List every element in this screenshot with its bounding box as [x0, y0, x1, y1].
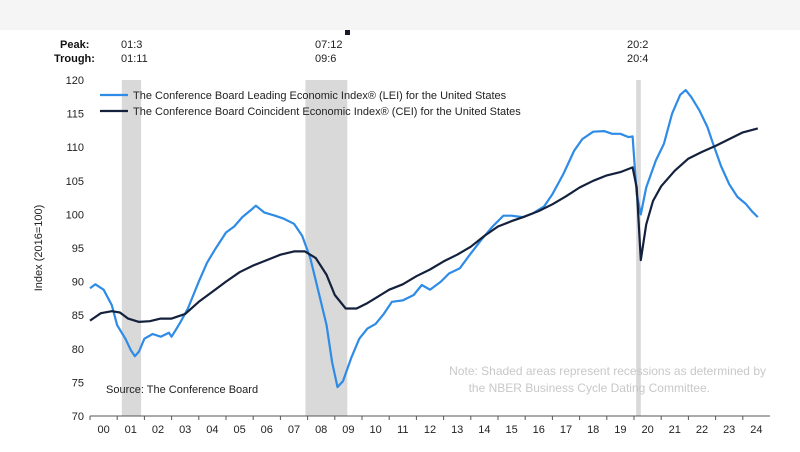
- x-tick-label: 09: [342, 424, 354, 436]
- y-ticks: 70 75 80 85 90 95 100 105 110 115 120: [66, 75, 84, 423]
- x-tick-label: 02: [152, 424, 164, 436]
- y-tick-label: 90: [72, 277, 84, 289]
- note-line-2: the NBER Business Cycle Dating Committee…: [469, 381, 710, 395]
- x-tick-label: 16: [533, 424, 545, 436]
- x-tick-label: 11: [397, 424, 408, 436]
- x-tick-label: 03: [179, 424, 191, 436]
- x-tick-label: 10: [369, 424, 381, 436]
- x-tick-label: 21: [669, 424, 681, 436]
- y-axis-title: Index (2016=100): [33, 205, 45, 292]
- x-tick-label: 18: [587, 424, 599, 436]
- peak-date-1: 01:3: [121, 39, 142, 51]
- recession-band-3: [636, 80, 641, 416]
- x-tick-label: 13: [451, 424, 463, 436]
- x-tick-label: 20: [641, 424, 653, 436]
- y-tick-label: 95: [72, 243, 84, 255]
- x-tick-label: 05: [233, 424, 245, 436]
- series: [89, 89, 759, 389]
- x-tick-label: 19: [614, 424, 626, 436]
- top-band: [0, 0, 800, 30]
- x-tick-label: 07: [288, 424, 300, 436]
- legend: The Conference Board Leading Economic In…: [100, 90, 521, 118]
- y-tick-label: 115: [66, 109, 84, 121]
- x-ticks: 00 01 02 03 04 05 06 07 08 09 10 11 12 13 14 15 16 17 18 19…: [89, 416, 763, 436]
- y-tick-label: 105: [66, 176, 84, 188]
- y-tick-label: 70: [72, 411, 84, 423]
- trough-date-1: 01:11: [121, 53, 148, 65]
- top-marker: [345, 30, 350, 35]
- recession-band-1: [121, 80, 142, 416]
- trough-header: Trough:: [54, 53, 95, 65]
- source-label: Source: The Conference Board: [106, 384, 258, 396]
- peak-date-2: 07:12: [315, 39, 343, 51]
- x-tick-label: 00: [97, 424, 109, 436]
- x-tick-label: 14: [478, 424, 490, 436]
- y-tick-label: 85: [72, 310, 84, 322]
- y-tick-label: 120: [66, 75, 84, 87]
- peak-header: Peak:: [60, 39, 89, 51]
- x-tick-label: 15: [505, 424, 517, 436]
- y-tick-label: 110: [66, 142, 84, 154]
- x-tick-label: 12: [424, 424, 436, 436]
- series-line-lei: [89, 89, 759, 389]
- y-tick-label: 75: [72, 377, 84, 389]
- peak-date-3: 20:2: [627, 39, 648, 51]
- x-tick-label: 08: [315, 424, 327, 436]
- x-tick-label: 04: [206, 424, 218, 436]
- trough-date-3: 20:4: [627, 53, 648, 65]
- recession-band-2: [305, 80, 348, 416]
- series-line-cei: [89, 127, 759, 323]
- y-tick-label: 100: [66, 209, 84, 221]
- x-tick-label: 17: [560, 424, 572, 436]
- x-tick-label: 06: [261, 424, 273, 436]
- x-tick-label: 24: [750, 424, 762, 436]
- legend-label-cei: The Conference Board Coincident Economic…: [133, 106, 521, 118]
- x-tick-label: 22: [696, 424, 708, 436]
- legend-label-lei: The Conference Board Leading Economic In…: [133, 90, 507, 102]
- x-tick-label: 23: [723, 424, 735, 436]
- y-tick-label: 80: [72, 344, 84, 356]
- trough-date-2: 09:6: [315, 53, 336, 65]
- x-tick-label: 01: [125, 424, 137, 436]
- note-line-1: Note: Shaded areas represent recessions …: [449, 364, 766, 378]
- recession-shading: [121, 80, 641, 416]
